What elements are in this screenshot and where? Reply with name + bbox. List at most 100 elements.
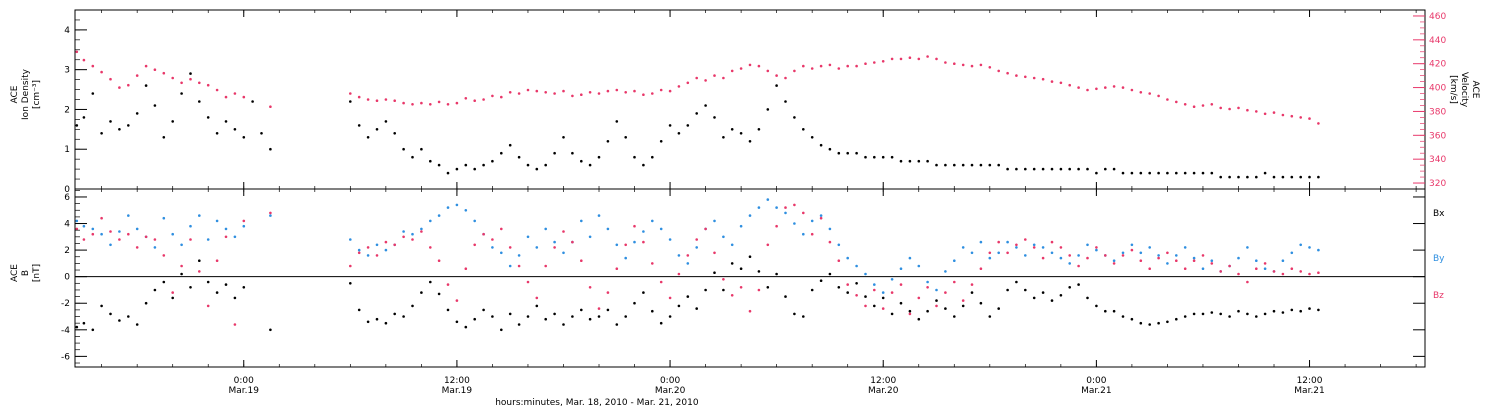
bx-point: [1201, 312, 1205, 316]
bx-point: [437, 292, 441, 296]
velocity-point: [491, 94, 494, 98]
bx-point: [1255, 315, 1258, 318]
bx-point: [633, 301, 636, 305]
ion-density-point: [846, 151, 849, 155]
bz-point: [1068, 254, 1071, 257]
ion-density-point: [793, 116, 796, 119]
by-point: [1183, 246, 1187, 249]
by-point: [269, 214, 272, 217]
ion-density-point: [606, 140, 610, 143]
bx-point: [1112, 309, 1116, 313]
date-tick-label: Mar.19: [442, 386, 473, 396]
ion-density-point: [455, 167, 459, 171]
bz-point: [198, 270, 201, 273]
by-point: [668, 238, 672, 241]
ion-density-point: [1086, 167, 1089, 171]
by-point: [597, 214, 601, 217]
ion-density-point: [1201, 171, 1205, 175]
bz-point: [180, 264, 183, 268]
velocity-point: [979, 63, 983, 67]
by-point: [1210, 259, 1214, 263]
ion-density-point: [242, 136, 246, 139]
velocity-point: [997, 69, 1000, 73]
bfield-tick-label: 0: [64, 273, 70, 283]
bx-point: [429, 280, 432, 284]
ion-density-point: [988, 163, 992, 167]
bz-point: [739, 286, 743, 289]
density-tick-label: 0: [64, 185, 70, 195]
velocity-point: [881, 60, 885, 63]
bz-point: [153, 238, 157, 241]
velocity-point: [775, 74, 778, 77]
bfield-axis-label: ACE B [nT]: [10, 264, 42, 282]
bx-point: [1148, 323, 1151, 326]
bz-point: [491, 238, 494, 241]
velocity-point: [810, 67, 814, 70]
velocity-point: [837, 67, 841, 70]
bz-point: [1281, 272, 1285, 276]
ion-density-point: [855, 151, 858, 155]
bz-point: [1237, 272, 1240, 276]
bx-point: [420, 291, 423, 294]
bfield-axis-label-line: B: [21, 270, 31, 276]
by-point: [1281, 259, 1285, 263]
by-point: [979, 240, 983, 244]
velocity-point: [917, 57, 921, 61]
ion-density-point: [713, 116, 716, 119]
date-tick-label: Mar.21: [1081, 386, 1111, 396]
density-tick-label: 4: [64, 26, 70, 36]
velocity-point: [748, 63, 752, 67]
bx-point: [970, 291, 974, 294]
bx-point: [837, 286, 841, 289]
velocity-point: [588, 91, 592, 94]
bz-point: [713, 251, 716, 255]
velocity-point: [1317, 122, 1320, 125]
ion-density-point: [953, 163, 956, 167]
bz-point: [695, 238, 698, 241]
velocity-point: [1006, 71, 1009, 75]
bz-point: [437, 259, 441, 263]
by-point: [1157, 254, 1160, 257]
by-point: [82, 224, 86, 228]
velocity-point: [784, 76, 787, 80]
velocity-tick-label: 360: [1429, 131, 1446, 141]
by-point: [464, 209, 468, 212]
bfield-tick-label: 6: [64, 193, 70, 203]
bx-point: [1308, 307, 1311, 310]
velocity-point: [642, 93, 645, 96]
bfield-axis-label-line: [nT]: [32, 264, 42, 282]
by-point: [349, 238, 352, 241]
ion-density-point: [135, 112, 139, 115]
bx-point: [109, 312, 112, 316]
bx-point: [1121, 315, 1125, 318]
bx-point: [357, 308, 361, 312]
ion-density-point: [686, 124, 690, 127]
ion-density-point: [819, 143, 823, 147]
velocity-point: [802, 64, 805, 68]
velocity-axis-label-line: [km/s]: [1448, 75, 1458, 104]
velocity-point: [953, 62, 956, 65]
ion-density-point: [748, 140, 752, 143]
velocity-point: [1175, 100, 1178, 104]
bx-point: [127, 315, 130, 318]
by-point: [890, 278, 894, 281]
bz-point: [135, 246, 139, 249]
ion-density-point: [659, 140, 663, 143]
by-point: [899, 267, 903, 271]
bx-point: [739, 267, 743, 271]
velocity-point: [1281, 113, 1285, 117]
bx-point: [1059, 294, 1063, 297]
velocity-point: [908, 56, 912, 59]
bx-point: [908, 309, 912, 313]
bx-point: [411, 304, 414, 308]
velocity-point: [517, 92, 521, 95]
ion-density-point: [384, 120, 388, 123]
bz-point: [1006, 251, 1009, 255]
bx-point: [713, 271, 716, 275]
velocity-point: [1032, 76, 1036, 80]
velocity-point: [562, 89, 565, 93]
by-point: [429, 219, 432, 223]
by-point: [455, 203, 459, 207]
time-tick-label: 0:00: [234, 376, 254, 386]
by-point: [881, 291, 885, 294]
